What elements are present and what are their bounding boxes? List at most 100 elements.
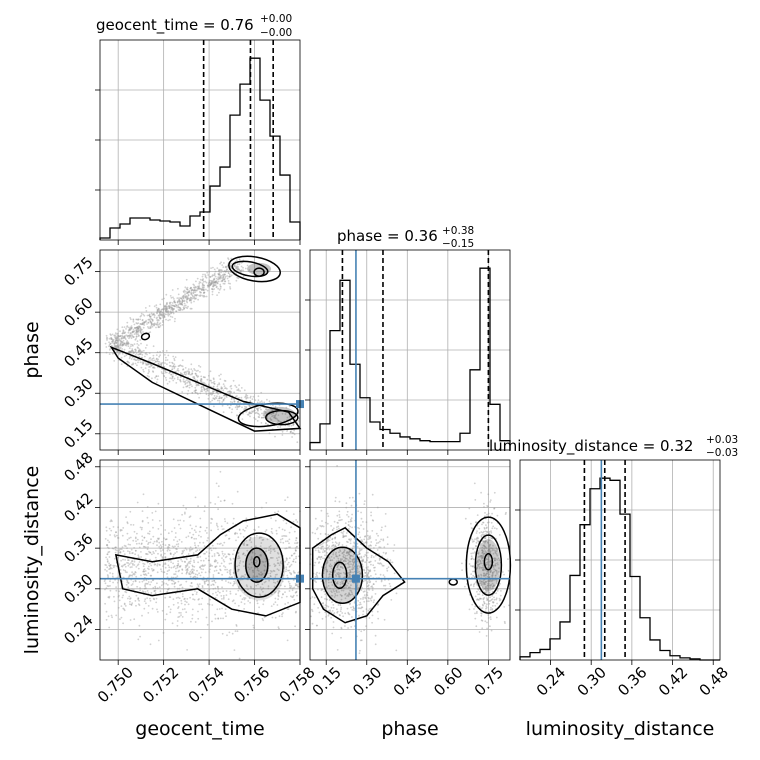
sample-point: [200, 390, 202, 392]
sample-point: [370, 514, 372, 517]
sample-point: [113, 564, 116, 567]
sample-point: [160, 314, 162, 316]
sample-point: [124, 338, 127, 341]
sample-point: [137, 349, 140, 352]
sample-point: [164, 309, 167, 312]
sample-point: [149, 574, 152, 577]
sample-point: [294, 576, 297, 578]
sample-point: [471, 538, 474, 541]
sample-point: [127, 586, 130, 589]
sample-point: [270, 408, 273, 411]
sample-point: [370, 554, 373, 557]
sample-point: [143, 321, 146, 323]
sample-point: [124, 545, 127, 548]
sample-point: [188, 382, 191, 385]
sample-point: [140, 333, 143, 335]
sample-point: [470, 552, 473, 555]
sample-point: [376, 506, 379, 509]
sample-point: [177, 378, 179, 381]
sample-point: [116, 336, 119, 339]
sample-point: [155, 323, 158, 326]
sample-point: [189, 585, 192, 587]
sample-point: [206, 539, 209, 542]
sample-point: [128, 537, 131, 540]
sample-point: [124, 335, 126, 337]
sample-point: [119, 346, 122, 349]
sample-point: [209, 563, 212, 566]
sample-point: [193, 537, 196, 540]
sample-point: [173, 363, 176, 366]
sample-point: [218, 268, 221, 271]
sample-point: [480, 491, 482, 494]
sample-point: [150, 592, 153, 594]
sample-point: [220, 277, 223, 279]
sample-point: [177, 309, 180, 311]
sample-point: [130, 562, 132, 564]
sample-point: [168, 566, 171, 569]
sample-point: [358, 614, 360, 617]
sample-point: [147, 327, 150, 329]
sample-point: [146, 561, 149, 564]
sample-point: [184, 304, 187, 307]
sample-point: [110, 614, 113, 617]
sample-point: [191, 617, 194, 620]
sample-point: [201, 286, 204, 288]
sample-point: [470, 522, 472, 525]
sample-point: [180, 599, 183, 602]
sample-point: [315, 624, 318, 627]
sample-point: [122, 343, 124, 346]
sample-point: [170, 311, 173, 314]
sample-point: [126, 326, 128, 328]
sample-point: [320, 548, 323, 550]
sample-point: [143, 570, 146, 573]
sample-point: [106, 566, 109, 569]
sample-point: [172, 308, 175, 311]
sample-point: [239, 595, 242, 597]
sample-point: [266, 398, 268, 401]
sample-point: [212, 392, 215, 394]
sample-point: [217, 393, 220, 395]
sample-point: [140, 556, 143, 558]
sample-point: [168, 372, 171, 375]
sample-point: [218, 291, 220, 294]
sample-point: [250, 412, 253, 414]
sample-point: [470, 565, 472, 567]
sample-point: [163, 537, 165, 540]
sample-point: [476, 590, 478, 593]
sample-point: [179, 376, 182, 378]
sample-point: [225, 396, 228, 398]
sample-point: [229, 401, 232, 403]
sample-point: [358, 492, 361, 495]
sample-point: [183, 307, 186, 310]
sample-point: [213, 553, 216, 555]
sample-point: [488, 536, 491, 539]
sample-point: [105, 587, 108, 590]
sample-point: [259, 545, 262, 547]
sample-point: [214, 284, 217, 287]
sample-point: [350, 504, 353, 507]
sample-point: [150, 322, 153, 325]
sample-point: [195, 546, 197, 549]
sample-point: [153, 367, 156, 369]
sample-point: [129, 335, 132, 338]
sample-point: [133, 560, 136, 563]
sample-point: [155, 375, 158, 378]
sample-point: [184, 380, 187, 383]
sample-point: [136, 532, 138, 535]
sample-point: [127, 559, 129, 561]
sample-point: [203, 295, 206, 298]
sample-point: [178, 306, 181, 309]
sample-point: [218, 395, 221, 398]
sample-point: [130, 358, 133, 360]
sample-point: [287, 561, 290, 564]
sample-point: [190, 582, 193, 584]
sample-point: [228, 275, 231, 278]
sample-point: [184, 603, 186, 606]
sample-point: [106, 570, 108, 572]
sample-point: [377, 617, 380, 620]
sample-point: [115, 335, 117, 338]
sample-point: [325, 547, 328, 550]
sample-point: [199, 517, 202, 520]
sample-point: [177, 519, 179, 522]
sample-point: [243, 389, 246, 392]
